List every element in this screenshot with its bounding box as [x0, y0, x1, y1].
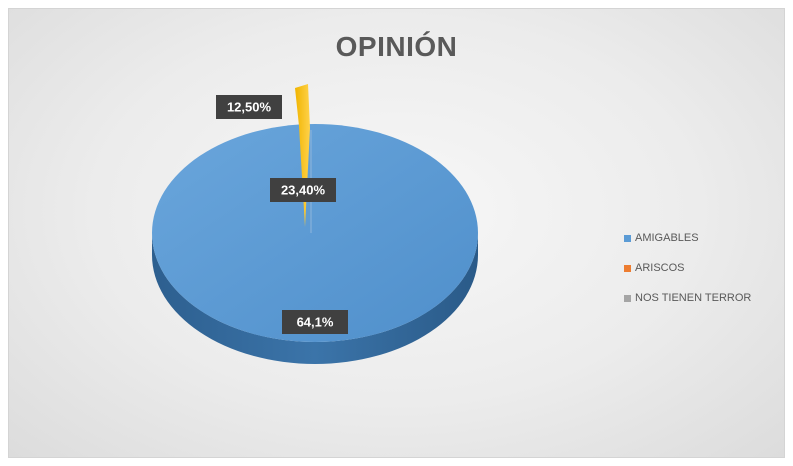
- legend-label-ariscos: ARISCOS: [635, 262, 685, 274]
- legend-swatch-nos-tienen-terror: [624, 294, 631, 302]
- chart-area: OPINIÓN 64,1% 23,40% 12,50% AMIGABLES: [8, 8, 785, 458]
- legend-swatch-amigables: [624, 234, 631, 242]
- legend: AMIGABLES ARISCOS NOS TIENEN TERROR: [624, 223, 751, 313]
- legend-item-ariscos: ARISCOS: [624, 253, 751, 283]
- data-label-nos-tienen-terror: 12,50%: [227, 100, 272, 115]
- pie-side: [152, 233, 478, 364]
- chart-title: OPINIÓN: [335, 31, 458, 62]
- data-label-ariscos-box: [270, 178, 336, 202]
- data-label-nos-tienen-terror-box: [216, 95, 282, 119]
- legend-label-amigables: AMIGABLES: [635, 232, 699, 244]
- pie-chart: 64,1% 23,40% 12,50%: [152, 84, 478, 364]
- legend-item-nos-tienen-terror: NOS TIENEN TERROR: [624, 283, 751, 313]
- data-label-amigables-box: [282, 310, 348, 334]
- data-label-amigables: 64,1%: [297, 315, 334, 330]
- legend-swatch-ariscos: [624, 264, 631, 272]
- legend-item-amigables: AMIGABLES: [624, 223, 751, 253]
- data-label-ariscos: 23,40%: [281, 183, 326, 198]
- pie-slice-amigables: [152, 124, 478, 342]
- legend-label-nos-tienen-terror: NOS TIENEN TERROR: [635, 292, 752, 304]
